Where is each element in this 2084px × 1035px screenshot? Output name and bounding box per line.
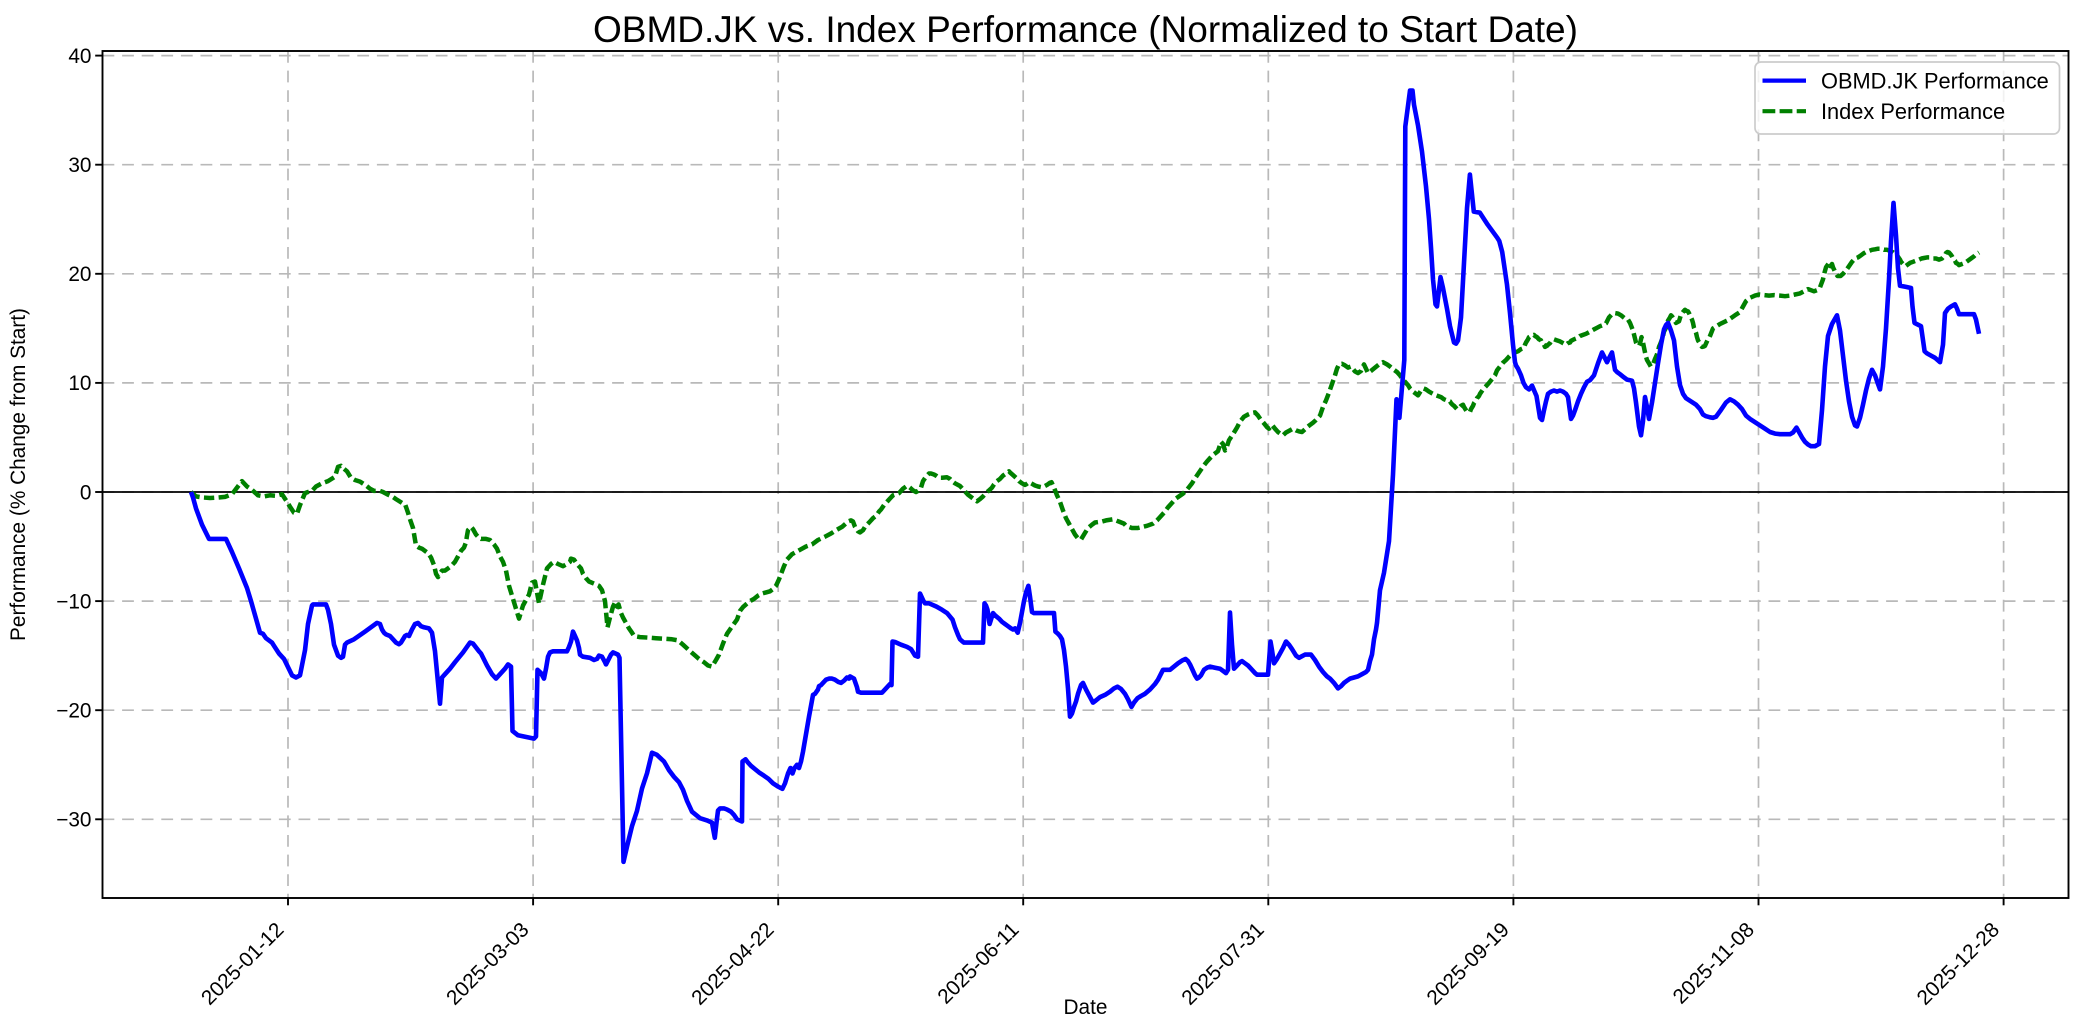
svg-text:−10: −10	[56, 590, 91, 613]
svg-text:40: 40	[68, 45, 91, 68]
svg-text:−30: −30	[56, 809, 91, 832]
svg-text:Date: Date	[1064, 996, 1108, 1019]
svg-text:OBMD.JK vs. Index Performance: OBMD.JK vs. Index Performance (Normalize…	[593, 9, 1578, 50]
svg-text:OBMD.JK Performance: OBMD.JK Performance	[1821, 69, 2049, 94]
svg-text:30: 30	[68, 154, 91, 177]
svg-text:10: 10	[68, 372, 91, 395]
svg-text:20: 20	[68, 263, 91, 286]
svg-text:−20: −20	[56, 700, 91, 723]
svg-text:Performance (% Change from Sta: Performance (% Change from Start)	[7, 308, 30, 641]
svg-text:0: 0	[80, 481, 92, 504]
svg-text:Index Performance: Index Performance	[1821, 99, 2005, 124]
